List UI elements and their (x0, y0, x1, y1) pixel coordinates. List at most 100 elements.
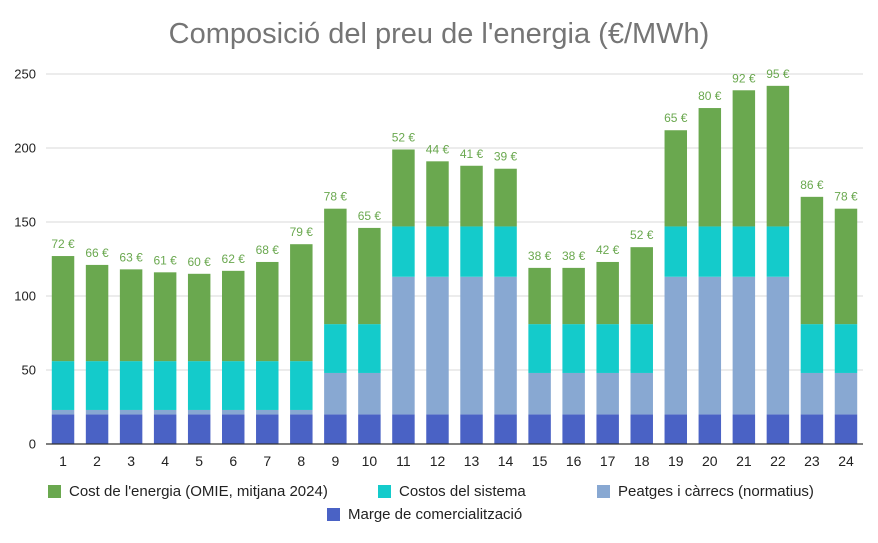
data-label: 52 € (630, 228, 654, 242)
bar-segment (324, 372, 347, 415)
y-tick-label: 0 (29, 437, 36, 452)
x-tick-label: 16 (566, 453, 582, 469)
data-label: 60 € (188, 255, 212, 269)
bar-segment (562, 414, 585, 444)
bars (51, 85, 858, 444)
data-label: 44 € (426, 142, 450, 156)
bar-segment (800, 324, 824, 373)
bar-segment (562, 324, 585, 373)
bar-segment (85, 414, 109, 444)
bar-segment (766, 85, 790, 227)
bar-segment (460, 414, 483, 444)
bar-segment (630, 372, 653, 415)
bar-segment (528, 324, 551, 373)
bar-segment (358, 324, 381, 373)
bar-segment (834, 324, 858, 373)
bar-segment (460, 165, 483, 227)
data-label: 72 € (51, 237, 75, 251)
bar-segment (222, 409, 245, 415)
x-tick-label: 2 (93, 453, 101, 469)
bar-segment (562, 267, 585, 325)
data-label: 38 € (562, 249, 586, 263)
bar-segment (290, 414, 313, 444)
bar-segment (153, 409, 177, 415)
bar-segment (494, 414, 517, 444)
x-tick-label: 20 (702, 453, 718, 469)
x-tick-label: 15 (532, 453, 548, 469)
x-tick-label: 13 (464, 453, 480, 469)
bar-segment (630, 247, 653, 325)
bar-segment (392, 149, 415, 227)
legend-label: Peatges i càrrecs (normatius) (618, 483, 814, 500)
x-axis-ticks: 1 2 3 4 5 6 7 8 9 10 11 12 13 14 15 16 17 18 19 20 21 22 23 24 (59, 453, 854, 469)
x-tick-label: 3 (127, 453, 135, 469)
x-tick-label: 11 (396, 453, 411, 469)
y-tick-label: 150 (14, 215, 36, 230)
x-tick-label: 8 (297, 453, 305, 469)
bar-segment (222, 414, 245, 444)
y-axis-ticks: 0 50 100 150 200 250 (14, 67, 36, 452)
bar-segment (460, 276, 483, 415)
x-tick-label: 24 (838, 453, 854, 469)
bar-segment (528, 372, 551, 415)
gridlines (46, 73, 863, 371)
bar-segment (85, 361, 109, 410)
x-tick-label: 10 (362, 453, 378, 469)
data-label: 78 € (834, 190, 858, 204)
bar-segment (426, 414, 449, 444)
legend: Cost de l'energia (OMIE, mitjana 2024) Co… (48, 483, 814, 523)
bar-segment (834, 414, 858, 444)
bar-segment (664, 130, 688, 227)
bar-segment (187, 361, 211, 410)
x-tick-label: 22 (770, 453, 786, 469)
data-label: 95 € (766, 67, 790, 81)
data-labels: 72 € 66 € 63 € 61 € 60 € 62 € 68 € 79 € 78 € 65 €… (51, 67, 858, 269)
bar-segment (494, 168, 517, 227)
bar-segment (358, 372, 381, 415)
bar-segment (51, 361, 75, 410)
bar-segment (392, 276, 415, 415)
legend-label: Costos del sistema (399, 483, 526, 500)
bar-segment (358, 414, 381, 444)
bar-segment (51, 256, 75, 362)
legend-swatch (597, 485, 610, 498)
bar-segment (85, 409, 109, 415)
bar-segment (119, 269, 143, 362)
y-tick-label: 50 (22, 363, 36, 378)
data-label: 61 € (153, 253, 177, 267)
bar-segment (494, 276, 517, 415)
x-tick-label: 1 (59, 453, 67, 469)
bar-segment (392, 226, 415, 277)
data-label: 78 € (324, 190, 348, 204)
y-tick-label: 250 (14, 67, 36, 82)
bar-segment (630, 414, 653, 444)
bar-segment (222, 270, 245, 362)
data-label: 52 € (392, 130, 416, 144)
data-label: 66 € (85, 246, 109, 260)
x-tick-label: 7 (263, 453, 271, 469)
bar-segment (290, 409, 313, 415)
x-tick-label: 12 (430, 453, 446, 469)
bar-segment (528, 414, 551, 444)
x-tick-label: 19 (668, 453, 684, 469)
bar-segment (766, 414, 790, 444)
bar-segment (596, 324, 619, 373)
bar-segment (392, 414, 415, 444)
legend-label: Cost de l'energia (OMIE, mitjana 2024) (69, 483, 328, 500)
data-label: 65 € (358, 209, 382, 223)
bar-segment (630, 324, 653, 373)
bar-segment (119, 409, 143, 415)
x-tick-label: 4 (161, 453, 169, 469)
bar-segment (460, 226, 483, 277)
data-label: 80 € (698, 89, 722, 103)
bar-segment (596, 372, 619, 415)
bar-segment (664, 226, 688, 277)
data-label: 63 € (119, 250, 143, 264)
x-tick-label: 21 (736, 453, 752, 469)
bar-segment (324, 324, 347, 373)
bar-segment (800, 196, 824, 325)
bar-segment (290, 244, 313, 362)
bar-segment (290, 361, 313, 410)
bar-segment (153, 361, 177, 410)
